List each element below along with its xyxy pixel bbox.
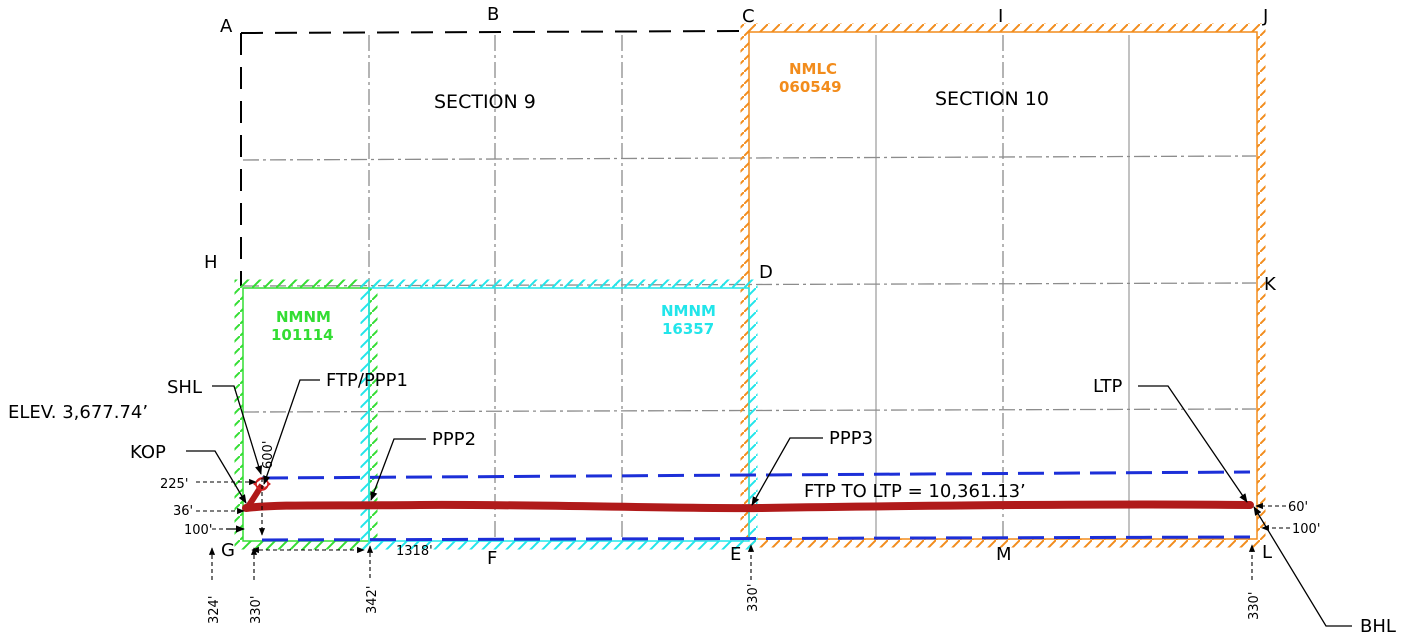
setback-lines (261, 470, 1251, 542)
corner-m-label: M (996, 544, 1012, 565)
dim-100-left-label: 100' (184, 523, 212, 538)
lease-nmnm-green-label: NMNM 101114 (271, 308, 334, 344)
shl-label: SHL (167, 377, 202, 398)
dim-330-left-label: 330' (249, 596, 264, 624)
callout-ppp2: PPP2 (370, 429, 476, 501)
bhl-label: BHL (1360, 616, 1396, 637)
lease-nmlc-line1: NMLC (789, 60, 837, 78)
corner-c-label: C (742, 6, 755, 27)
corner-e-label: E (730, 544, 741, 565)
ltp-label: LTP (1093, 376, 1123, 397)
ftp-to-ltp-length-label: FTP TO LTP = 10,361.13’ (804, 481, 1026, 502)
lease-nmlc-label: NMLC 060549 (779, 60, 842, 96)
ftp-ppp1-label: FTP/PPP1 (326, 370, 408, 391)
lease-nmlc-line2: 060549 (779, 78, 842, 96)
callout-shl: SHL ELEV. 3,677.74’ (8, 377, 263, 475)
dim-324-label: 324' (207, 596, 222, 624)
dim-225-label: 225' (160, 477, 188, 492)
callout-ltp: LTP (1093, 376, 1248, 503)
corner-labels: A B C I J H D K G F E M L (204, 4, 1277, 569)
dim-100-right-label: 100' (1292, 522, 1320, 537)
corner-f-label: F (487, 548, 497, 569)
dim-1318-label: 1318' (396, 544, 433, 559)
corner-i-label: I (998, 6, 1003, 27)
corner-d-label: D (759, 262, 773, 283)
dim-60-label: 60' (1288, 500, 1308, 515)
lease-nmnm-cyan-line2: 16357 (662, 320, 714, 338)
lease-nmnm-16357-boundary (360, 279, 758, 550)
dim-342-label: 342' (365, 586, 380, 614)
section-9-boundary (240, 30, 751, 286)
callout-kop: KOP (130, 442, 247, 504)
callout-ftp-ppp1: FTP/PPP1 (263, 370, 408, 485)
dim-600-label: 600' (261, 441, 276, 469)
kop-label: KOP (130, 442, 166, 463)
ppp3-label: PPP3 (829, 428, 873, 449)
callout-bhl: BHL (1253, 506, 1396, 637)
dim-36-label: 36' (173, 504, 193, 519)
section-10-label: SECTION 10 (935, 88, 1049, 110)
corner-h-label: H (204, 252, 218, 273)
dim-330-right-label: 330' (1247, 592, 1262, 620)
corner-a-label: A (220, 16, 233, 37)
dimension-labels: 225' 36' 100' 600' 1318' 324' 330' 342' … (160, 441, 1320, 624)
dim-330-mid-label: 330' (746, 584, 761, 612)
corner-j-label: J (1262, 6, 1268, 27)
elevation-label: ELEV. 3,677.74’ (8, 402, 148, 423)
lease-nmnm-green-line1: NMNM (276, 308, 331, 326)
section-9-label: SECTION 9 (434, 91, 536, 113)
corner-l-label: L (1262, 542, 1272, 563)
lease-nmnm-cyan-line1: NMNM (661, 302, 716, 320)
corner-b-label: B (487, 4, 499, 25)
dimension-lines (196, 478, 1290, 580)
corner-k-label: K (1264, 274, 1277, 295)
ppp2-label: PPP2 (432, 429, 476, 450)
lease-nmnm-green-line2: 101114 (271, 326, 334, 344)
callout-ppp3: PPP3 (751, 428, 873, 506)
corner-g-label: G (221, 540, 235, 561)
lease-nmnm-cyan-label: NMNM 16357 (661, 302, 716, 338)
